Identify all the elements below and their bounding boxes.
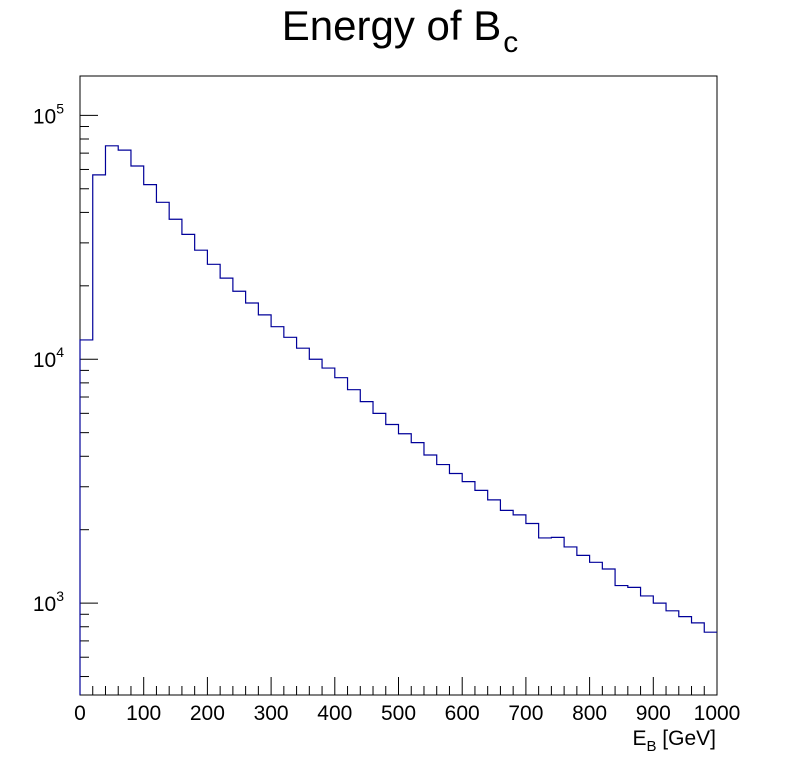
y-tick-exponent: 4 [56,344,64,360]
y-tick-base: 10 [33,593,56,616]
x-tick-label: 500 [381,702,416,725]
y-tick-label: 105 [33,100,64,128]
x-tick-label: 200 [190,702,225,725]
x-tick-label: 600 [445,702,480,725]
title-main: Energy of B [282,2,501,49]
chart-title: Energy of Bc [282,2,518,59]
y-tick-base: 10 [33,349,56,372]
y-tick-base: 10 [33,105,56,128]
x-axis-ticks: 0 100 200 300 400 500 600 700 800 900 1000 [74,677,740,725]
y-tick-exponent: 3 [56,588,64,604]
y-tick-label: 104 [33,344,64,372]
x-tick-label: 900 [636,702,671,725]
title-subscript: c [503,26,518,59]
plot-frame [79,75,718,696]
x-tick-label: 400 [317,702,352,725]
x-tick-label: 300 [254,702,289,725]
histogram-line [79,145,717,695]
x-tick-label: 100 [126,702,161,725]
x-axis-title: EB [GeV] [632,727,716,755]
y-tick-exponent: 5 [56,100,64,116]
x-axis-title-unit: [GeV] [656,727,716,750]
x-tick-label: 700 [508,702,543,725]
x-axis-title-main: E [632,727,646,750]
x-tick-label: 0 [74,702,86,725]
x-tick-label: 1000 [694,702,741,725]
x-axis-title-subscript: B [646,738,656,755]
x-tick-label: 800 [572,702,607,725]
y-tick-label: 103 [33,588,64,616]
